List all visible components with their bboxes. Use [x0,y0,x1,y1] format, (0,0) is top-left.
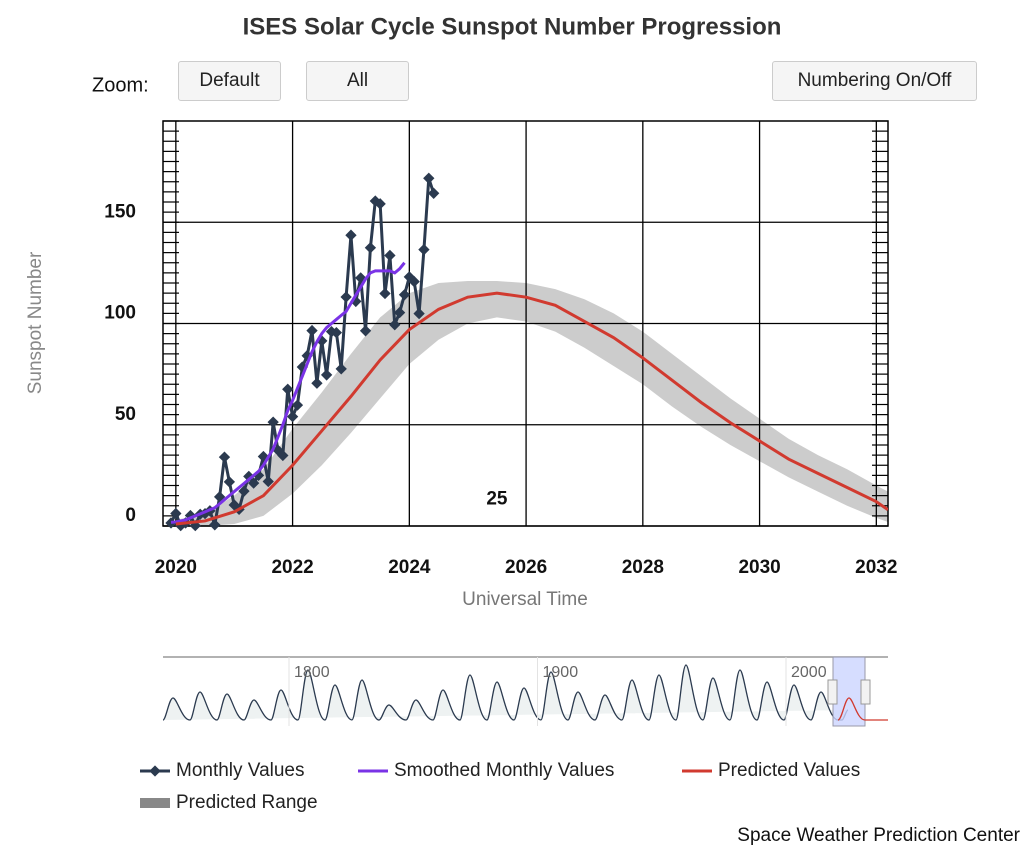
navigator-label: 1800 [294,664,330,681]
x-tick-label: 2024 [388,557,431,578]
navigator-handle[interactable] [860,679,871,705]
data-point [170,507,182,520]
data-point [428,187,440,199]
legend-item[interactable]: Predicted Range [140,792,318,813]
x-tick-label: 2022 [271,557,313,578]
data-point [423,172,435,184]
y-axis-title: Sunspot Number [25,251,46,394]
navigator-series [162,664,849,721]
data-point [418,243,430,256]
data-point [379,287,391,300]
legend-label: Predicted Values [718,760,860,781]
navigator-predicted [837,697,888,721]
x-tick-label: 2032 [855,557,897,578]
chart-title: ISES Solar Cycle Sunspot Number Progress… [243,13,782,40]
data-point [286,410,299,423]
data-point [311,377,323,389]
data-point [384,249,396,262]
navigator-label: 1900 [543,664,579,681]
legend-swatch [140,798,170,808]
data-point [291,399,304,411]
data-point [413,307,425,320]
data-point [340,291,352,303]
credit: Space Weather Prediction Center [737,825,1020,846]
y-tick-label: 100 [104,303,136,324]
navigator-handle[interactable] [827,679,838,705]
data-point [359,325,372,337]
zoom-label: Zoom: [92,74,149,96]
data-point [209,519,221,531]
annotation: 25 [486,489,508,510]
data-point [238,485,250,497]
data-point [306,324,318,337]
data-point [277,449,289,462]
data-point [330,326,343,339]
data-point [398,289,411,301]
legend-label: Predicted Range [176,792,318,813]
legend-item[interactable]: Monthly Values [140,760,305,781]
data-point [408,275,420,288]
x-tick-label: 2030 [738,557,780,578]
x-axis-title: Universal Time [462,589,588,610]
data-point [165,517,177,529]
y-tick-label: 50 [115,404,136,425]
data-point [247,477,260,489]
numbering-button[interactable]: Numbering On/Off [772,61,977,101]
legend-label: Monthly Values [176,760,305,781]
data-point [267,416,279,428]
legend-marker [149,765,161,777]
data-point [282,383,294,395]
legend-item[interactable]: Predicted Values [682,760,860,781]
legend-label: Smoothed Monthly Values [394,760,614,781]
data-point [389,319,401,331]
data-point [320,369,333,381]
legend-item[interactable]: Smoothed Monthly Values [358,760,614,781]
y-tick-label: 0 [125,505,136,526]
x-tick-label: 2026 [505,557,547,578]
predicted-range [175,280,888,526]
data-point [393,306,406,319]
x-tick-label: 2020 [155,557,197,578]
y-tick-label: 150 [104,201,136,222]
data-point [223,476,236,488]
data-point [218,451,231,463]
all-button[interactable]: All [306,61,409,101]
navigator-label: 2000 [791,664,827,681]
series-line [170,261,406,524]
default-button[interactable]: Default [178,61,281,101]
x-tick-label: 2028 [622,557,664,578]
data-point [262,475,274,488]
series-line [175,291,888,526]
data-point [374,198,386,210]
plot-frame [162,120,889,527]
data-point [364,242,377,254]
data-point [335,363,347,375]
navigator-selection[interactable] [832,656,866,727]
data-point [243,470,255,483]
navigator: 1800 1900 2000 [162,656,888,727]
data-point [345,229,357,241]
